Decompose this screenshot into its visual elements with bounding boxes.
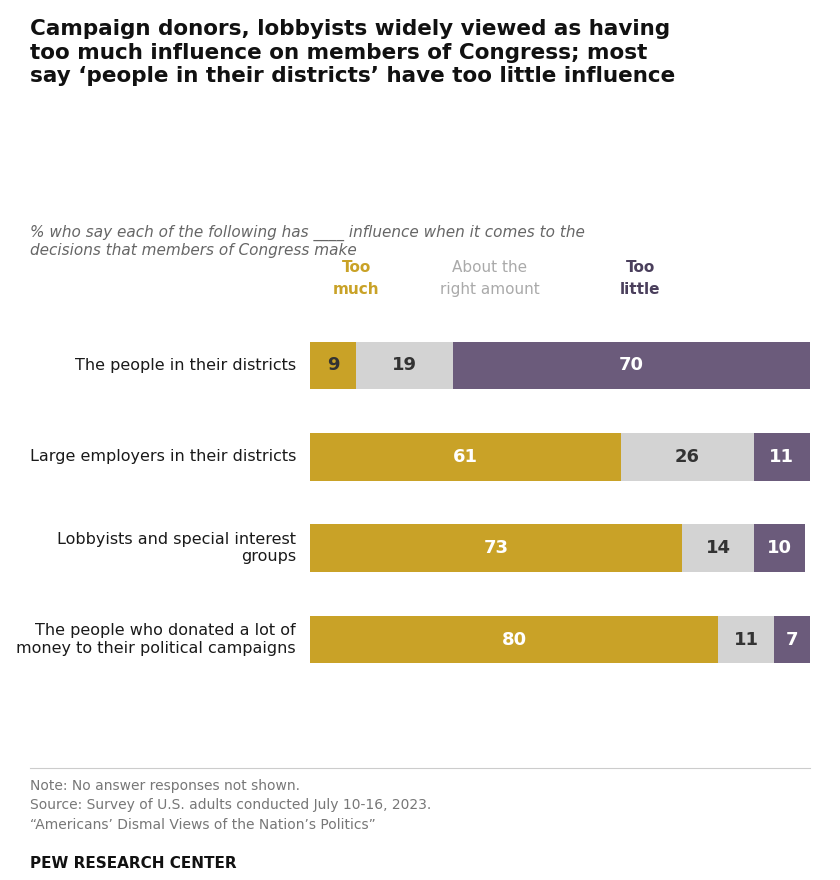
Text: Note: No answer responses not shown.: Note: No answer responses not shown. <box>30 779 300 793</box>
Text: little: little <box>620 282 660 297</box>
Text: PEW RESEARCH CENTER: PEW RESEARCH CENTER <box>30 856 237 871</box>
Bar <box>356 341 453 389</box>
Text: 61: 61 <box>453 448 478 466</box>
Text: 26: 26 <box>675 448 700 466</box>
Text: 73: 73 <box>484 539 509 557</box>
Bar <box>310 524 682 572</box>
Text: 19: 19 <box>391 356 417 374</box>
Text: 11: 11 <box>733 631 759 649</box>
Text: About the: About the <box>453 260 528 275</box>
Bar <box>774 616 810 664</box>
Bar <box>753 524 805 572</box>
Text: 70: 70 <box>619 356 643 374</box>
Text: 80: 80 <box>501 631 527 649</box>
Bar <box>753 433 810 480</box>
Text: 11: 11 <box>769 448 795 466</box>
Text: 9: 9 <box>327 356 339 374</box>
Bar <box>718 616 774 664</box>
Bar <box>621 433 753 480</box>
Bar <box>310 341 356 389</box>
Bar <box>453 341 810 389</box>
Text: 10: 10 <box>767 539 792 557</box>
Text: 7: 7 <box>785 631 798 649</box>
Bar <box>310 616 718 664</box>
Text: much: much <box>333 282 380 297</box>
Text: “Americans’ Dismal Views of the Nation’s Politics”: “Americans’ Dismal Views of the Nation’s… <box>30 818 376 832</box>
Text: Source: Survey of U.S. adults conducted July 10-16, 2023.: Source: Survey of U.S. adults conducted … <box>30 798 432 812</box>
Text: Too: Too <box>341 260 370 275</box>
Bar <box>682 524 753 572</box>
Text: % who say each of the following has ____ influence when it comes to the
decision: % who say each of the following has ____… <box>30 224 585 258</box>
Text: 14: 14 <box>706 539 731 557</box>
Text: Campaign donors, lobbyists widely viewed as having
too much influence on members: Campaign donors, lobbyists widely viewed… <box>30 19 675 85</box>
Text: right amount: right amount <box>440 282 540 297</box>
Bar <box>310 433 621 480</box>
Text: Too: Too <box>625 260 654 275</box>
